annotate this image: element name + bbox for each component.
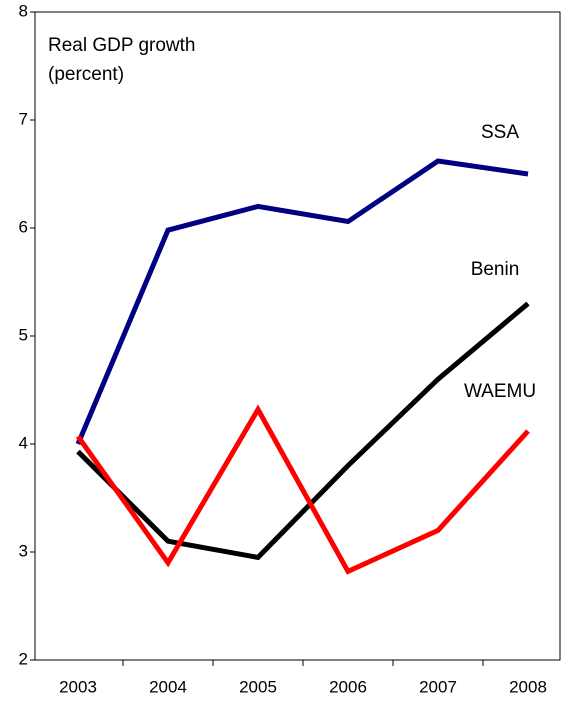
chart-title: Real GDP growth: [48, 35, 196, 56]
y-tick-label: 3: [19, 541, 28, 560]
x-tick-label: 2003: [59, 677, 97, 696]
y-tick-label: 7: [19, 109, 28, 128]
plot-frame: [34, 11, 561, 661]
y-tick-label: 5: [19, 325, 28, 344]
y-tick-label: 2: [19, 649, 28, 668]
series-label: Benin: [471, 259, 520, 280]
chart-title: (percent): [48, 64, 124, 85]
series-line: [76, 301, 530, 561]
series-line: [75, 158, 529, 445]
x-tick-label: 2006: [329, 677, 367, 696]
x-tick-label: 2007: [419, 677, 457, 696]
y-tick-label: 4: [19, 433, 28, 452]
y-tick-label: 6: [19, 217, 28, 236]
x-tick-label: 2008: [509, 677, 547, 696]
series-line: [75, 404, 530, 575]
x-tick-label: 2005: [239, 677, 277, 696]
series-label: SSA: [481, 122, 519, 143]
x-tick-label: 2004: [149, 677, 187, 696]
series-label: WAEMU: [464, 381, 536, 402]
y-tick-label: 8: [19, 1, 28, 20]
